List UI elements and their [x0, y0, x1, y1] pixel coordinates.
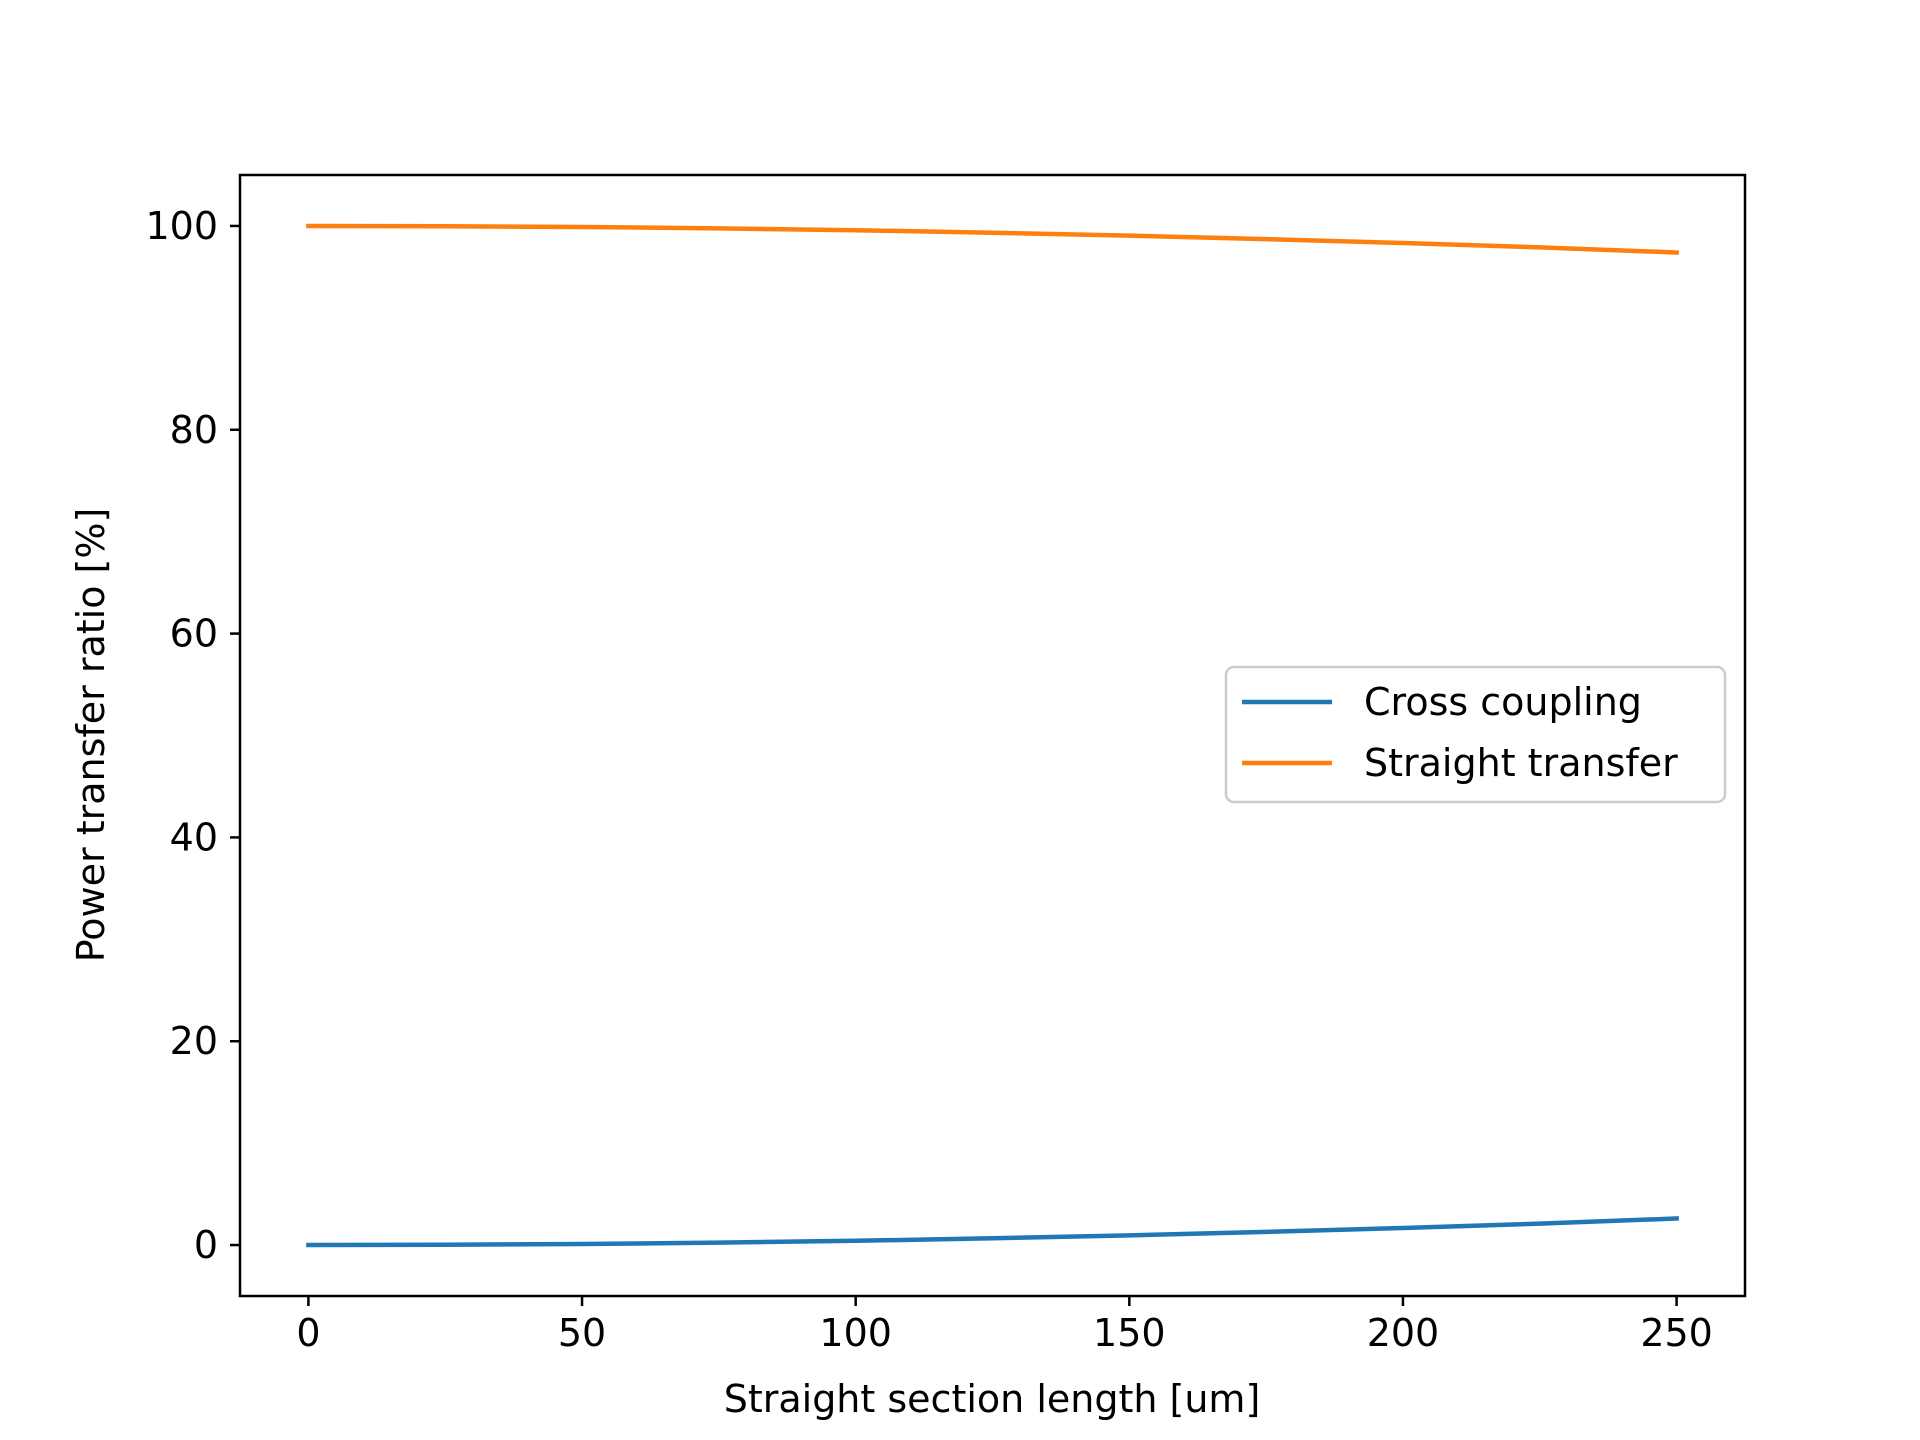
y-tick-label: 0	[194, 1223, 218, 1267]
y-axis-ticks: 0 20 40 60 80 100	[145, 204, 240, 1267]
legend-label-cross-coupling: Cross coupling	[1364, 680, 1642, 724]
series-line-straight-transfer	[306, 223, 1679, 255]
x-tick-label: 150	[1093, 1311, 1166, 1355]
series-line-cross-coupling	[306, 1216, 1679, 1248]
x-tick-label: 0	[296, 1311, 320, 1355]
y-tick-label: 60	[170, 612, 218, 656]
x-tick-label: 200	[1367, 1311, 1440, 1355]
x-axis-label: Straight section length [um]	[724, 1377, 1261, 1421]
x-tick-label: 100	[819, 1311, 892, 1355]
plot-frame	[238, 173, 1747, 1298]
x-tick-label: 250	[1640, 1311, 1713, 1355]
y-tick-label: 20	[170, 1019, 218, 1063]
y-axis-label: Power transfer ratio [%]	[69, 508, 113, 963]
y-tick-label: 100	[145, 204, 218, 248]
series-layer	[306, 223, 1679, 1248]
y-tick-label: 40	[170, 815, 218, 859]
y-tick-label: 80	[170, 408, 218, 452]
x-axis-ticks: 0 50 100 150 200 250	[296, 1296, 1713, 1355]
x-tick-label: 50	[558, 1311, 606, 1355]
legend-label-straight-transfer: Straight transfer	[1364, 741, 1678, 785]
legend: Cross coupling Straight transfer	[1224, 665, 1727, 804]
legend-box	[1224, 665, 1727, 804]
